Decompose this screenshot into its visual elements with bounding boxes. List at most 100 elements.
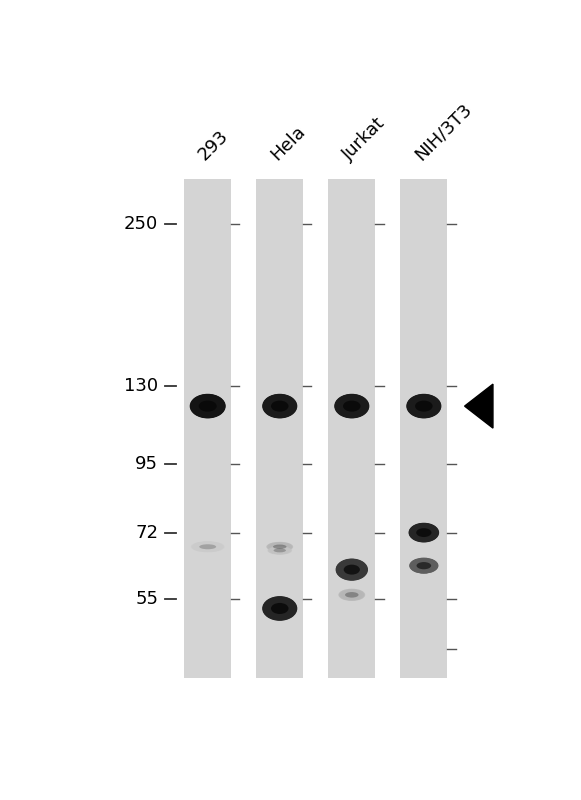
Ellipse shape [418,529,430,537]
Ellipse shape [270,543,289,550]
Ellipse shape [265,396,295,417]
Ellipse shape [343,563,361,576]
Ellipse shape [267,542,293,551]
Ellipse shape [199,544,217,550]
Ellipse shape [334,394,370,418]
Ellipse shape [346,402,358,410]
Ellipse shape [192,542,224,552]
Ellipse shape [417,562,431,570]
Ellipse shape [266,396,294,416]
Ellipse shape [409,523,439,542]
Ellipse shape [190,394,225,418]
Ellipse shape [268,546,291,554]
Ellipse shape [340,398,363,414]
Ellipse shape [335,394,368,418]
Ellipse shape [267,542,292,551]
Ellipse shape [342,562,362,577]
Ellipse shape [202,402,214,410]
Ellipse shape [272,603,287,614]
Ellipse shape [417,401,431,411]
Ellipse shape [266,599,293,618]
Ellipse shape [346,402,357,410]
Ellipse shape [409,396,439,417]
Ellipse shape [343,591,360,598]
Ellipse shape [414,561,433,571]
Ellipse shape [200,401,216,412]
Ellipse shape [340,590,364,600]
Ellipse shape [272,603,287,614]
Bar [400,179,447,678]
Ellipse shape [415,401,433,412]
Ellipse shape [415,400,433,413]
Text: NIH/3T3: NIH/3T3 [411,100,475,164]
Ellipse shape [340,562,364,578]
Ellipse shape [273,545,286,549]
Ellipse shape [271,401,289,412]
Ellipse shape [272,544,288,550]
Ellipse shape [413,398,435,414]
Ellipse shape [189,394,225,418]
Ellipse shape [417,562,431,570]
Ellipse shape [270,543,290,550]
Ellipse shape [338,589,365,601]
Ellipse shape [273,548,286,553]
Ellipse shape [339,589,365,601]
Ellipse shape [342,563,361,576]
Ellipse shape [275,403,284,409]
Ellipse shape [415,561,433,570]
Ellipse shape [264,597,296,620]
Ellipse shape [417,528,431,538]
Ellipse shape [195,398,220,414]
Ellipse shape [336,559,367,580]
Ellipse shape [267,542,293,551]
Ellipse shape [269,546,290,554]
Bar [184,179,231,678]
Ellipse shape [269,601,290,616]
Ellipse shape [411,558,437,573]
Ellipse shape [412,525,436,540]
Ellipse shape [339,561,364,578]
Ellipse shape [411,398,436,414]
Ellipse shape [415,561,432,570]
Ellipse shape [413,526,435,540]
Ellipse shape [344,565,360,574]
Ellipse shape [273,545,286,549]
Ellipse shape [194,542,221,551]
Ellipse shape [268,542,291,551]
Ellipse shape [410,396,438,416]
Ellipse shape [202,402,214,410]
Ellipse shape [274,549,286,552]
Ellipse shape [196,543,219,550]
Text: 55: 55 [135,590,158,608]
Ellipse shape [343,564,360,575]
Ellipse shape [415,400,433,412]
Ellipse shape [272,548,287,553]
Ellipse shape [274,402,285,410]
Ellipse shape [274,545,285,549]
Ellipse shape [345,591,359,598]
Ellipse shape [341,398,363,414]
Ellipse shape [337,560,367,580]
Ellipse shape [199,544,216,550]
Ellipse shape [196,398,220,414]
Text: 250: 250 [124,215,158,234]
Ellipse shape [345,592,358,598]
Ellipse shape [191,542,224,552]
Ellipse shape [411,559,436,573]
Ellipse shape [337,396,367,417]
Ellipse shape [272,401,288,412]
Ellipse shape [271,547,289,554]
Ellipse shape [273,604,286,613]
Ellipse shape [413,526,435,539]
Ellipse shape [417,401,431,411]
Ellipse shape [199,401,217,412]
Ellipse shape [268,600,292,617]
Ellipse shape [198,400,217,413]
Ellipse shape [344,591,360,598]
Ellipse shape [343,400,360,412]
Ellipse shape [345,565,359,574]
Ellipse shape [199,400,216,412]
Ellipse shape [343,591,361,599]
Ellipse shape [267,599,292,618]
Ellipse shape [269,543,290,550]
